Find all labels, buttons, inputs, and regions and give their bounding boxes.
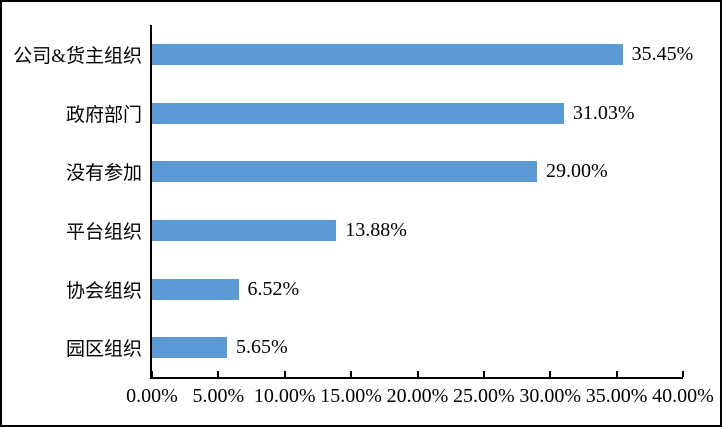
axis-tick-mark [682,371,684,377]
x-axis-tick-label: 25.00% [453,385,515,407]
chart-row: 29.00% [152,142,683,201]
chart-row: 31.03% [152,84,683,143]
bar [152,102,564,124]
bar [152,43,623,65]
x-axis-tick-label: 40.00% [652,385,714,407]
chart-row: 5.65% [152,318,683,377]
x-axis-tick-label: 5.00% [192,385,245,407]
category-label: 公司&货主组织 [13,45,142,67]
category-label: 没有参加 [65,163,142,185]
category-label: 政府部门 [65,104,142,126]
x-axis-tick-label: 30.00% [519,385,582,407]
x-axis-tick-label: 35.00% [585,385,648,407]
axis-tick-mark [350,371,353,377]
x-axis-tick-label: 10.00% [253,385,316,407]
bar [152,278,239,300]
axis-tick-mark [549,371,552,377]
x-axis-tick-labels: 0.00% 5.00% 10.00% 15.00% 20.00% 25.00% 30.00%… [126,385,714,413]
x-axis-tick-label: 0.00% [126,385,178,407]
category-axis-labels: 公司&货主组织政府部门没有参加平台组织协会组织园区组织 [2,25,142,377]
bar-value-label: 35.45% [631,42,694,65]
category-label: 协会组织 [65,280,142,302]
bar [152,219,337,241]
category-label: 平台组织 [65,221,142,243]
x-axis-tick-label: 20.00% [386,385,449,407]
bar-value-label: 13.88% [345,218,407,241]
axis-tick-mark [151,371,153,377]
chart-row: 35.45% [152,25,693,84]
axis-tick-mark [416,371,419,377]
bar-value-label: 6.52% [247,277,300,300]
chart-row: 13.88% [152,201,683,260]
bar-series: 35.45% 31.03% 29.00% 13.88% 6.52% 5.65% [152,25,693,377]
bar-value-label: 31.03% [572,101,635,124]
bar-value-label: 5.65% [236,336,288,359]
bar [152,161,537,183]
x-axis-tick-label: 15.00% [320,385,382,407]
plot-area: 35.45% 31.03% 29.00% 13.88% 6.52% 5.65% [150,25,693,379]
axis-tick-mark [482,371,485,377]
category-label: 园区组织 [65,339,142,361]
axis-tick-mark [615,371,618,377]
axis-tick-mark [283,371,286,377]
axis-tick-mark [217,371,220,377]
bar [152,337,227,359]
chart-row: 6.52% [152,260,683,319]
bar-value-label: 29.00% [545,160,608,183]
